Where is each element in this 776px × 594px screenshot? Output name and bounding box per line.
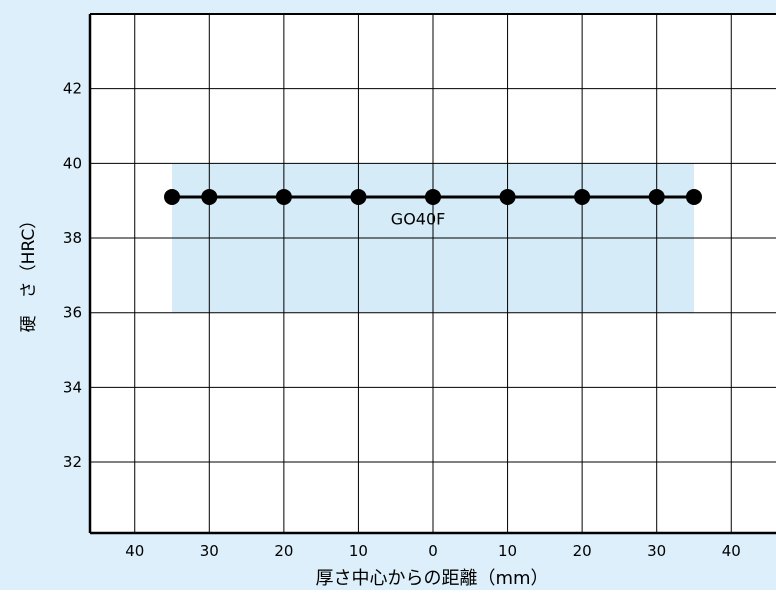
data-point-0-0 bbox=[164, 188, 181, 205]
x-tick-label-3: 10 bbox=[349, 542, 368, 560]
data-point-0-8 bbox=[685, 188, 702, 205]
y-tick-label-5: 42 bbox=[63, 80, 82, 98]
data-point-0-3 bbox=[350, 188, 367, 205]
x-tick-label-1: 30 bbox=[200, 542, 219, 560]
tick-labels: 40 30 20 10 0 10 20 30 40 32 34 36 38 40 42 bbox=[63, 80, 741, 560]
x-tick-label-2: 20 bbox=[274, 542, 293, 560]
annotations: GO40F bbox=[391, 209, 446, 228]
y-tick-label-3: 38 bbox=[63, 229, 82, 247]
y-axis-label: 硬 さ（HRC） bbox=[19, 212, 39, 333]
data-point-0-2 bbox=[275, 188, 292, 205]
x-tick-label-4: 0 bbox=[428, 542, 438, 560]
x-axis-label: 厚さ中心からの距離（mm） bbox=[315, 568, 548, 589]
grid bbox=[90, 14, 776, 533]
series-label-0: GO40F bbox=[391, 209, 446, 228]
data-point-0-5 bbox=[499, 188, 516, 205]
data-point-0-1 bbox=[201, 188, 218, 205]
y-tick-label-2: 36 bbox=[63, 304, 82, 322]
data-point-0-4 bbox=[425, 188, 441, 205]
x-tick-label-8: 40 bbox=[722, 542, 741, 560]
series-layer bbox=[164, 188, 702, 205]
x-tick-label-0: 40 bbox=[125, 542, 144, 560]
data-point-0-7 bbox=[648, 188, 665, 205]
y-tick-label-4: 40 bbox=[63, 154, 82, 172]
x-tick-label-7: 30 bbox=[647, 542, 666, 560]
x-tick-label-5: 10 bbox=[498, 542, 517, 560]
y-tick-label-0: 32 bbox=[63, 453, 82, 471]
data-point-0-6 bbox=[574, 188, 591, 205]
x-tick-label-6: 20 bbox=[573, 542, 592, 560]
axes bbox=[88, 13, 776, 535]
y-tick-label-1: 34 bbox=[63, 378, 82, 396]
